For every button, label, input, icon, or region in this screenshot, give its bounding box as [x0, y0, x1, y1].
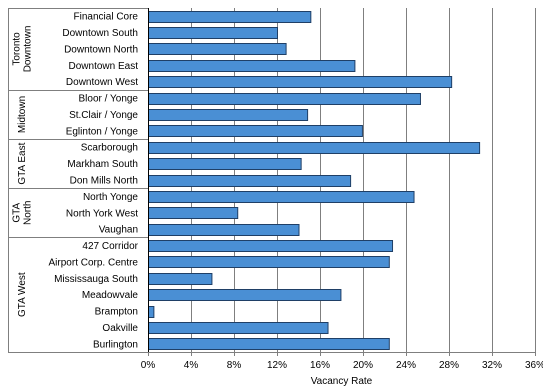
bar — [148, 109, 309, 121]
group-label: GTANorth — [12, 201, 34, 225]
category-label: Meadowvale — [82, 290, 139, 301]
category-label: Airport Corp. Centre — [49, 257, 139, 268]
bar — [148, 60, 356, 72]
category-label: Downtown East — [69, 61, 139, 72]
category-label: Bloor / Yonge — [79, 94, 139, 105]
category-label: Downtown West — [66, 77, 138, 88]
x-axis-title: Vacancy Rate — [311, 376, 373, 387]
category-label: North York West — [66, 208, 138, 219]
category-label: Burlington — [93, 339, 138, 350]
category-label: Downtown North — [64, 44, 138, 55]
category-label: Downtown South — [62, 28, 138, 39]
bar — [148, 76, 453, 88]
x-tick-label: 28% — [439, 360, 459, 371]
x-tick-label: 32% — [482, 360, 502, 371]
bar — [148, 224, 300, 236]
group-label: GTA East — [17, 142, 28, 184]
category-label: St.Clair / Yonge — [69, 110, 138, 121]
group-label-line: Toronto — [12, 32, 23, 66]
group-label-line: GTA — [12, 203, 23, 223]
group-label-line: GTA West — [17, 272, 28, 317]
x-tick-label: 12% — [267, 360, 287, 371]
bar — [148, 207, 239, 219]
group-label: GTA West — [17, 272, 28, 317]
x-tick-label: 36% — [525, 360, 543, 371]
bar — [148, 142, 481, 154]
bar — [148, 43, 287, 55]
bar — [148, 273, 213, 285]
category-label: Eglinton / Yonge — [66, 126, 139, 137]
category-label: Mississauga South — [54, 274, 138, 285]
x-tick-label: 0% — [141, 360, 156, 371]
x-tick-label: 20% — [353, 360, 373, 371]
group-label-line: Midtown — [17, 96, 28, 133]
category-label: Don Mills North — [70, 176, 138, 187]
group-label: Midtown — [17, 96, 28, 133]
x-tick-label: 8% — [227, 360, 242, 371]
category-labels: Financial Core Downtown South Downtown Nor… — [49, 12, 139, 351]
group-label-line: Downtown — [23, 26, 34, 73]
bar — [148, 289, 342, 301]
category-label: Markham South — [67, 159, 138, 170]
x-tick-label: 16% — [310, 360, 330, 371]
bar — [148, 306, 155, 318]
category-label: Oakville — [102, 323, 138, 334]
bar — [148, 322, 329, 334]
category-label: Financial Core — [74, 12, 139, 23]
bar — [148, 240, 394, 252]
category-label: 427 Corridor — [82, 241, 138, 252]
category-label: North Yonge — [83, 192, 138, 203]
x-tick-label: 24% — [396, 360, 416, 371]
bar — [148, 11, 312, 23]
category-label: Brampton — [95, 307, 138, 318]
bar — [148, 338, 390, 350]
bar — [148, 158, 302, 170]
bar — [148, 125, 363, 137]
group-label-line: GTA East — [17, 142, 28, 184]
bar — [148, 27, 278, 39]
group-label-line: North — [23, 201, 34, 225]
bars — [148, 11, 481, 350]
bar — [148, 191, 415, 203]
bar — [148, 175, 352, 187]
bar — [148, 93, 421, 105]
x-tick-labels: 0% 4% 8% 12% 16% 20% 24% 28% 32% 36% — [141, 360, 543, 371]
x-tick-label: 4% — [184, 360, 199, 371]
bar — [148, 256, 390, 268]
axes — [8, 8, 536, 356]
category-label: Vaughan — [99, 225, 138, 236]
group-label: TorontoDowntown — [12, 26, 34, 73]
category-label: Scarborough — [81, 143, 138, 154]
